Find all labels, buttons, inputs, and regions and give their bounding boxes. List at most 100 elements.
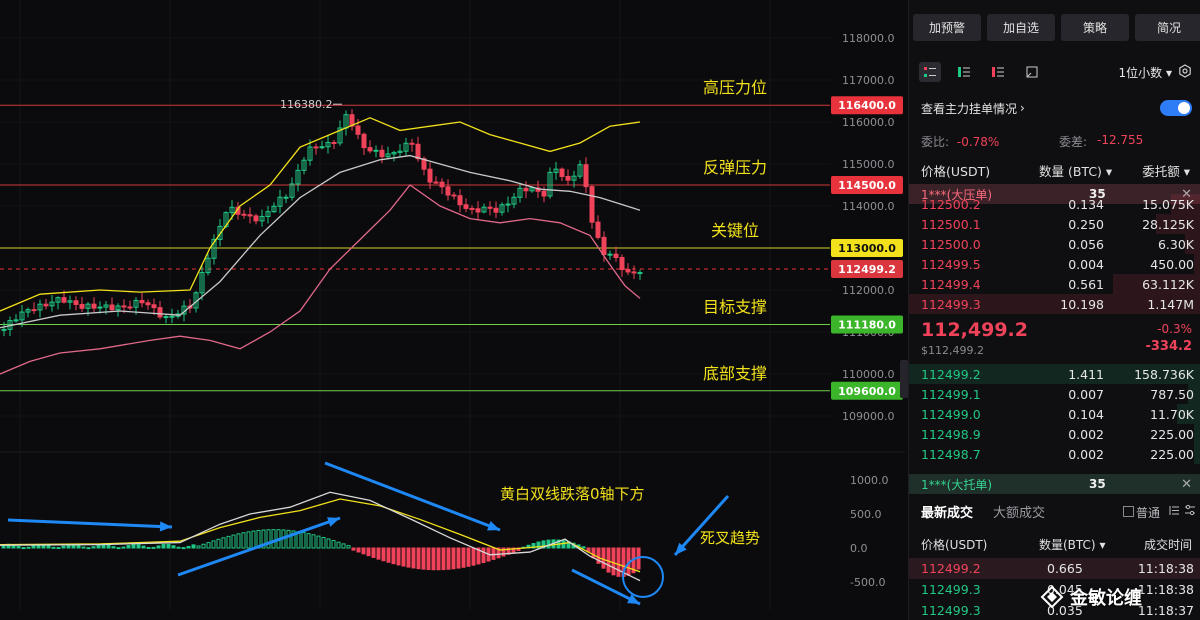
tab-latest-trades[interactable]: 最新成交 (921, 506, 974, 521)
ask-row[interactable]: 112500.1 0.250 28.125K (909, 214, 1200, 234)
macd-histogram-bar (561, 540, 566, 549)
bid-row[interactable]: 112499.0 0.104 11.70K (909, 404, 1200, 424)
level-price-label: 114500.0 (838, 179, 896, 192)
bollinger-lower-line (0, 184, 641, 375)
trade-time: 11:18:38 (1137, 561, 1194, 576)
macd-histogram-bar (531, 543, 536, 549)
ask-row[interactable]: 112499.3 10.198 1.147M (909, 294, 1200, 314)
macd-histogram-bar (396, 547, 401, 566)
level-price-label: 109600.0 (838, 385, 896, 398)
macd-histogram-bar (596, 547, 601, 564)
bids-only-view-icon[interactable] (953, 62, 975, 82)
death-cross-annotation: 死叉趋势 (700, 529, 760, 547)
strategy-button[interactable]: 策略 (1061, 14, 1129, 41)
candle-body (127, 306, 133, 309)
sort-icon[interactable] (1184, 504, 1196, 520)
price-chart-area[interactable]: 118000.0 117000.0 116000.0 115000.0 114000.0… (0, 0, 905, 620)
ask-total: 1.147M (1147, 297, 1194, 312)
macd-histogram-bar (491, 547, 496, 560)
macd-histogram-bar (161, 544, 166, 549)
ask-qty: 0.561 (1068, 277, 1104, 292)
ask-row[interactable]: 112500.0 0.056 6.30K (909, 234, 1200, 254)
bid-row[interactable]: 112499.2 1.411 158.736K (909, 364, 1200, 384)
macd-histogram-bar (351, 547, 356, 551)
bid-row[interactable]: 112498.7 0.002 225.00 (909, 444, 1200, 464)
candle-body (451, 194, 457, 197)
qty-column-header[interactable]: 数量 (BTC) ▾ (1039, 161, 1112, 180)
total-column-header[interactable]: 委托额 ▾ (1142, 161, 1190, 180)
candle-body (457, 195, 463, 206)
macd-histogram-bar (246, 531, 251, 549)
macd-histogram-bar (616, 547, 621, 577)
macd-histogram-bar (241, 532, 246, 549)
decimal-precision-select[interactable]: 1位小数 ▾ (1119, 64, 1173, 81)
candle-body (409, 142, 415, 145)
y-axis-tick-label: 112000.0 (842, 284, 895, 297)
filter-icon[interactable] (1168, 504, 1180, 520)
macd-histogram-bar (401, 547, 406, 567)
candle-body (589, 186, 595, 223)
candle-body (511, 196, 517, 205)
candle-body (379, 149, 385, 158)
macd-histogram-bar (496, 547, 501, 559)
macd-histogram-bar (226, 535, 231, 549)
add-watchlist-button[interactable]: 加自选 (987, 14, 1055, 41)
macd-histogram-bar (181, 547, 186, 550)
depth-bar (1185, 234, 1200, 254)
kline-chart[interactable]: 118000.0 117000.0 116000.0 115000.0 114000.0… (0, 0, 905, 620)
trade-qty-header-label: 数量(BTC) (1039, 538, 1096, 552)
death-cross-circle (622, 556, 664, 598)
big-bid-order-bar[interactable]: 1***(大托单) 35 ✕ (909, 474, 1200, 494)
trend-arrow (7, 518, 173, 529)
ask-price: 112499.4 (921, 277, 981, 292)
overview-button[interactable]: 简况 (1135, 14, 1200, 41)
trade-rows: 112499.2 0.665 11:18:38 112499.3 0.045 11:18:… (909, 558, 1200, 620)
tab-large-trades[interactable]: 大额成交 (993, 506, 1046, 521)
trend-arrow-head (675, 542, 687, 555)
macd-histogram-bar (411, 547, 416, 569)
bid-row[interactable]: 112499.1 0.007 787.50 (909, 384, 1200, 404)
close-icon[interactable]: ✕ (1181, 476, 1192, 492)
add-alert-button[interactable]: 加预警 (913, 14, 981, 41)
macd-histogram-bar (86, 547, 91, 550)
candle-body (13, 319, 19, 322)
bid-qty: 0.007 (1068, 387, 1104, 402)
trend-arrow (571, 568, 641, 606)
trades-view-icon[interactable] (1021, 62, 1043, 82)
ask-row[interactable]: 112500.2 0.134 15.075K (909, 194, 1200, 214)
ask-row[interactable]: 112499.4 0.561 63.112K (909, 274, 1200, 294)
main-order-link[interactable]: 查看主力挂单情况 (921, 101, 1018, 116)
candle-body (169, 315, 175, 318)
macd-histogram-bar (56, 547, 61, 550)
ask-row[interactable]: 112499.5 0.004 450.00 (909, 254, 1200, 274)
bid-price: 112499.2 (921, 367, 981, 382)
big-bid-label: 1***(大托单) (921, 477, 992, 492)
settings-icon[interactable] (1178, 63, 1192, 82)
candle-body (103, 304, 109, 308)
ask-total: 63.112K (1142, 277, 1194, 292)
candle-body (301, 159, 307, 171)
candle-body (337, 127, 343, 144)
bid-qty: 0.002 (1068, 427, 1104, 442)
macd-histogram-bar (216, 538, 221, 549)
candle-body (553, 168, 559, 173)
both-sides-view-icon[interactable] (919, 62, 941, 82)
panel-resize-handle[interactable] (900, 360, 908, 398)
bid-row[interactable]: 112498.9 0.002 225.00 (909, 424, 1200, 444)
normal-filter-checkbox[interactable] (1123, 506, 1134, 517)
candle-body (385, 153, 391, 158)
macd-histogram-bar (211, 540, 216, 549)
macd-histogram-bar (546, 539, 551, 549)
orderbook-view-toolbar: 1位小数 ▾ (919, 60, 1194, 84)
asks-only-view-icon[interactable] (987, 62, 1009, 82)
macd-histogram-bar (356, 547, 361, 553)
main-order-toggle[interactable] (1160, 100, 1192, 116)
big-ask-order-bar[interactable]: 1***(大压单) 35 ✕ (909, 184, 1200, 204)
bid-qty: 0.104 (1068, 407, 1104, 422)
trade-qty-header[interactable]: 数量(BTC) ▾ (1039, 536, 1105, 553)
candle-body (85, 303, 91, 309)
top-button-row: 加预警 加自选 策略 简况 (913, 14, 1200, 41)
close-icon[interactable]: ✕ (1181, 186, 1192, 202)
macd-histogram-bar (151, 546, 156, 549)
macd-histogram-bar (206, 542, 211, 549)
